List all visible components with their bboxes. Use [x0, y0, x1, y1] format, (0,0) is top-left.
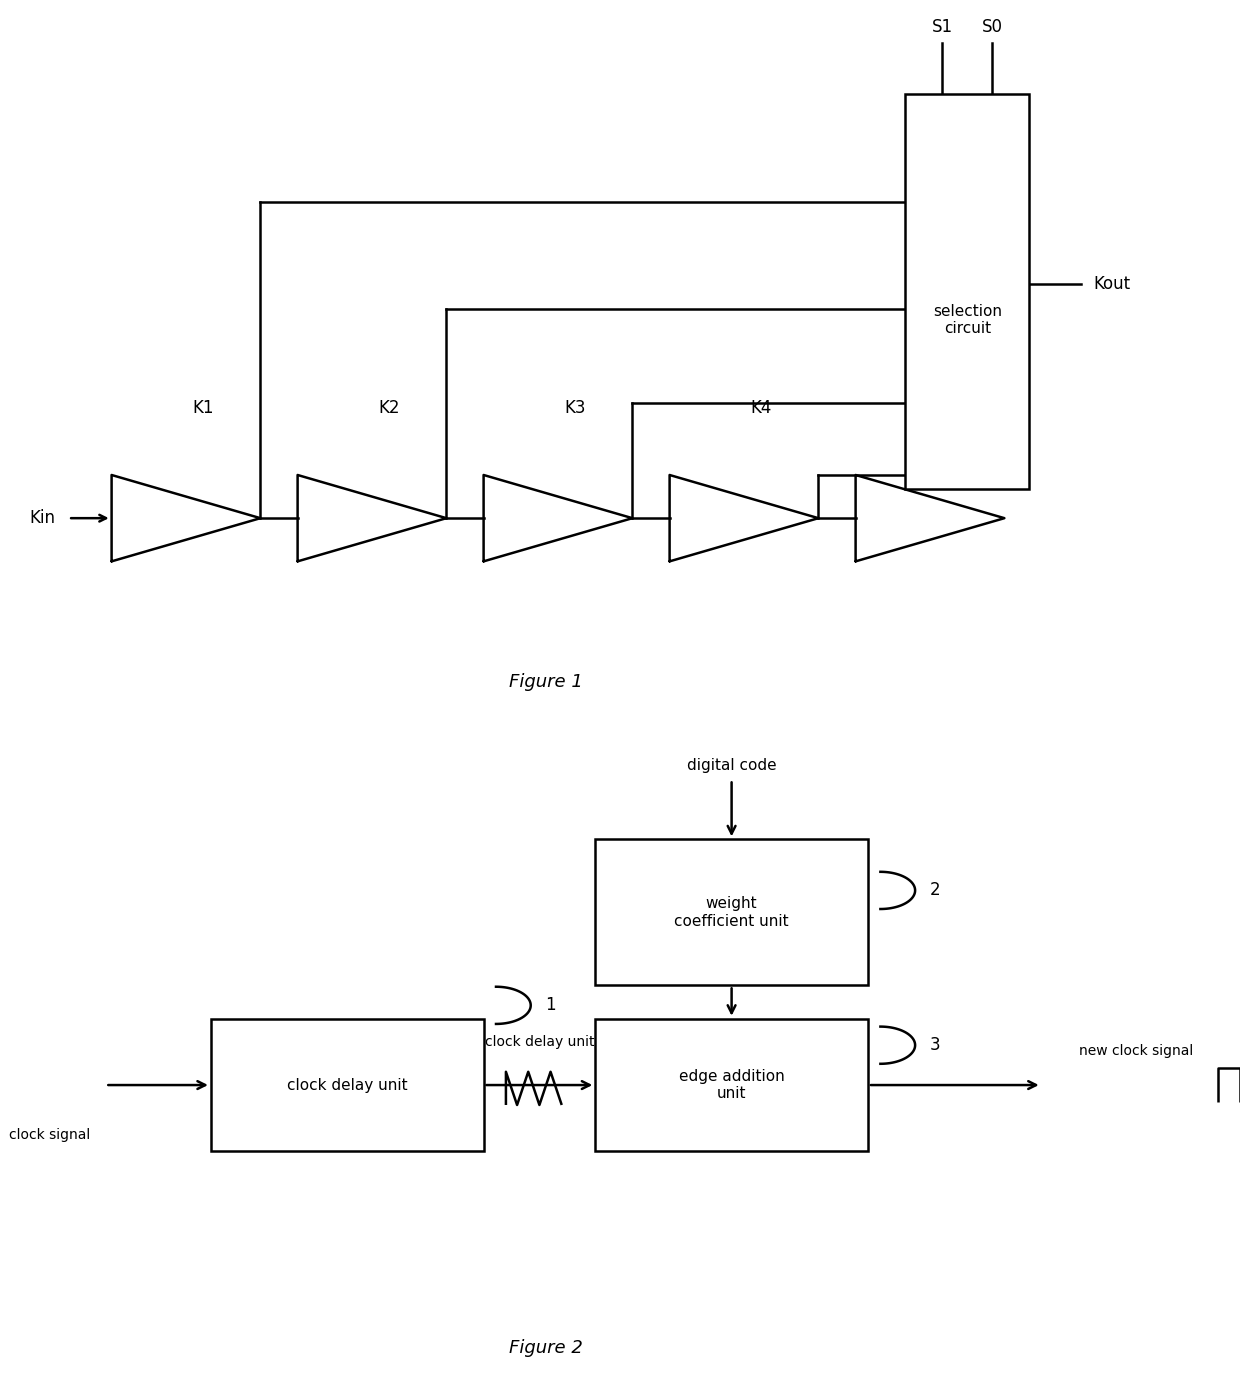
Text: Kin: Kin: [30, 509, 56, 527]
Text: digital code: digital code: [687, 758, 776, 772]
Text: K3: K3: [564, 400, 585, 418]
Text: clock delay unit: clock delay unit: [286, 1078, 408, 1092]
Text: edge addition
unit: edge addition unit: [678, 1068, 785, 1102]
Text: S0: S0: [982, 18, 1002, 36]
Bar: [595, 839, 868, 985]
Text: selection
circuit: selection circuit: [932, 304, 1002, 336]
Text: S1: S1: [931, 18, 954, 36]
Text: 3: 3: [930, 1037, 941, 1055]
Bar: [905, 94, 1029, 490]
Text: Figure 2: Figure 2: [508, 1340, 583, 1358]
Text: clock signal: clock signal: [9, 1128, 91, 1142]
Text: K4: K4: [750, 400, 771, 418]
Text: 1: 1: [546, 996, 557, 1014]
Text: K1: K1: [192, 400, 213, 418]
Text: 2: 2: [930, 882, 941, 900]
Text: K2: K2: [378, 400, 399, 418]
Text: weight
coefficient unit: weight coefficient unit: [675, 895, 789, 929]
Bar: [595, 1019, 868, 1151]
Bar: [211, 1019, 484, 1151]
Text: Figure 1: Figure 1: [508, 673, 583, 691]
Text: Kout: Kout: [1094, 274, 1131, 292]
Text: new clock signal: new clock signal: [1079, 1045, 1193, 1059]
Text: clock delay unit: clock delay unit: [485, 1034, 594, 1049]
